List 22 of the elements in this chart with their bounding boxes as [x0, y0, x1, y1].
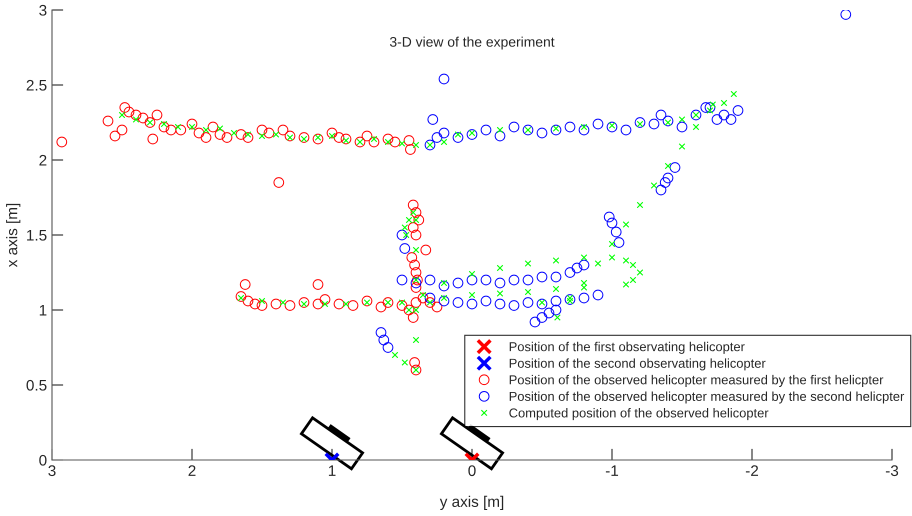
x-tick-label: 3 — [48, 465, 56, 476]
y-tick-label: 0.5 — [26, 380, 46, 391]
legend-label: Computed position of the observed helicopter — [509, 408, 768, 420]
x-tick-label: 1 — [328, 465, 336, 476]
y-tick-label: 0 — [39, 454, 47, 466]
y-tick-label: 3 — [39, 4, 46, 16]
legend-label: Position of the observed helicopter measured by the second helicpter — [510, 391, 904, 404]
legend-label: Position of the first observating helicopter — [510, 342, 745, 354]
y-tick-label: 2 — [39, 154, 46, 166]
x-tick-label: -2 — [746, 465, 758, 476]
y-tick-label: 2.5 — [26, 80, 46, 91]
legend-label: Position of the second observating helicopter — [510, 358, 766, 370]
y-axis-title: x axis [m] — [6, 204, 20, 268]
x-tick-label: 2 — [188, 465, 196, 476]
x-axis-title: y axis [m] — [440, 496, 504, 510]
y-tick-label: 1 — [40, 305, 46, 316]
x-tick-label: 0 — [468, 465, 476, 476]
legend-label: Position of the observed helicopter measured by the first helicpter — [510, 374, 884, 387]
text: 3-D view of the experiment — [390, 36, 554, 50]
x-tick-label: -3 — [886, 465, 898, 476]
y-tick-label: 1.5 — [27, 230, 46, 241]
x-tick-label: -1 — [606, 465, 618, 476]
